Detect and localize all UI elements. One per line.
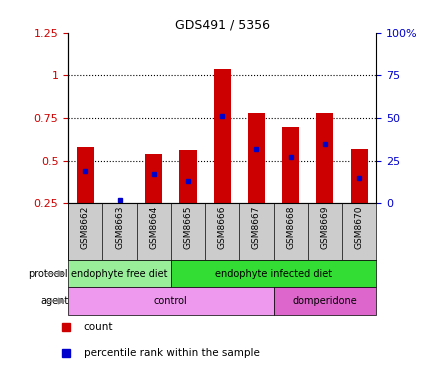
Bar xyxy=(68,287,274,315)
Bar xyxy=(68,260,171,287)
Text: GSM8669: GSM8669 xyxy=(320,206,330,250)
Text: GSM8664: GSM8664 xyxy=(149,206,158,249)
Text: GSM8665: GSM8665 xyxy=(183,206,192,250)
Bar xyxy=(248,113,265,203)
Text: GSM8666: GSM8666 xyxy=(218,206,227,250)
Bar xyxy=(171,260,376,287)
Bar xyxy=(77,147,94,203)
Bar xyxy=(274,287,376,315)
Bar xyxy=(351,149,368,203)
Text: percentile rank within the sample: percentile rank within the sample xyxy=(84,348,260,358)
Bar xyxy=(145,154,162,203)
Title: GDS491 / 5356: GDS491 / 5356 xyxy=(175,19,270,32)
Text: GSM8662: GSM8662 xyxy=(81,206,90,249)
Text: GSM8668: GSM8668 xyxy=(286,206,295,250)
Text: domperidone: domperidone xyxy=(293,296,357,306)
Bar xyxy=(180,150,197,203)
Bar xyxy=(282,127,299,203)
Text: count: count xyxy=(84,322,113,332)
Text: control: control xyxy=(154,296,188,306)
Text: endophyte free diet: endophyte free diet xyxy=(71,269,168,279)
Bar xyxy=(214,69,231,203)
Text: GSM8667: GSM8667 xyxy=(252,206,261,250)
Text: GSM8670: GSM8670 xyxy=(355,206,363,250)
Text: endophyte infected diet: endophyte infected diet xyxy=(215,269,332,279)
Text: protocol: protocol xyxy=(29,269,68,279)
Bar xyxy=(316,113,334,203)
Text: GSM8663: GSM8663 xyxy=(115,206,124,250)
Text: agent: agent xyxy=(40,296,68,306)
